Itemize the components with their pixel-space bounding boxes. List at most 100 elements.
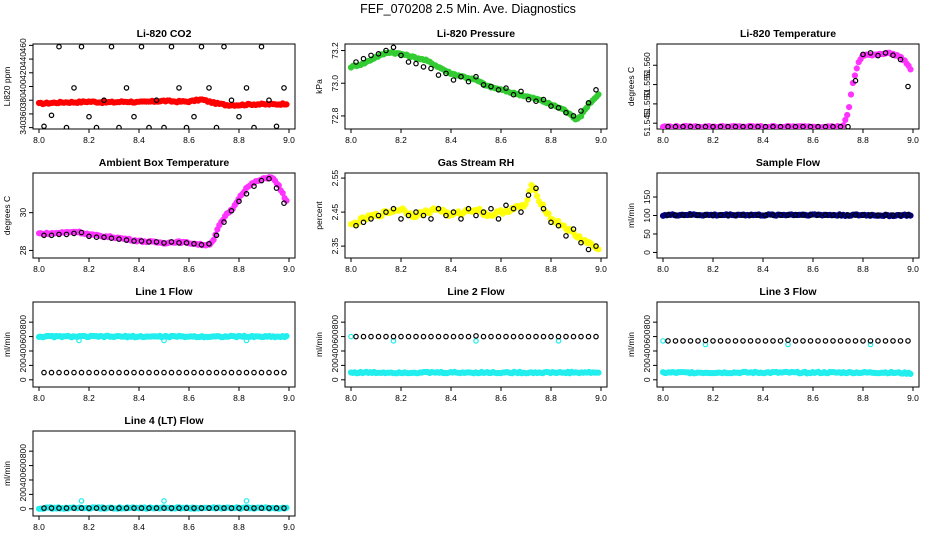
data-point	[168, 505, 175, 511]
data-point	[213, 369, 220, 376]
series-black-1	[353, 185, 599, 253]
series-black-2	[41, 369, 287, 376]
data-point	[360, 333, 367, 340]
data-point	[585, 333, 592, 340]
data-point	[281, 369, 287, 376]
x-tick-label: 9.0	[595, 135, 607, 145]
y-tick-label: 400	[330, 344, 340, 358]
panel-title: Line 4 (LT) Flow	[124, 415, 204, 427]
y-axis-label: ml/min	[626, 332, 636, 357]
data-point	[555, 333, 562, 340]
data-point	[450, 209, 457, 215]
y-tick-label: 0	[642, 250, 652, 255]
data-point	[518, 88, 524, 95]
data-point	[138, 505, 145, 511]
data-point	[875, 338, 881, 344]
data-point	[243, 369, 250, 376]
data-point	[853, 65, 860, 72]
data-point	[405, 333, 412, 340]
data-point	[563, 233, 569, 239]
data-point	[680, 338, 686, 344]
series-cyan-1	[76, 337, 250, 344]
data-point	[221, 505, 227, 511]
x-tick-label: 8.4	[133, 264, 145, 274]
x-tick-label: 8.0	[33, 135, 45, 145]
data-point	[524, 196, 531, 203]
data-point	[191, 113, 197, 120]
data-point	[146, 369, 152, 376]
data-point	[897, 338, 904, 344]
data-point	[56, 44, 62, 50]
data-point	[563, 109, 569, 116]
data-point	[503, 333, 509, 340]
data-point	[243, 191, 250, 197]
data-point	[398, 333, 404, 340]
panel-title: Li-820 Pressure	[437, 28, 515, 40]
data-point	[198, 44, 205, 50]
series-cyan-0	[35, 332, 290, 341]
data-point	[221, 219, 227, 225]
x-tick-label: 8.4	[757, 135, 769, 145]
data-point	[78, 44, 85, 50]
y-tick-label: 51.560	[642, 52, 652, 78]
x-tick-label: 8.2	[395, 393, 407, 403]
x-tick-label: 9.0	[907, 393, 919, 403]
data-point	[717, 212, 724, 218]
x-tick-label: 8.6	[495, 264, 507, 274]
data-point	[251, 124, 257, 129]
x-tick-label: 9.0	[283, 135, 295, 145]
data-point	[777, 123, 784, 129]
data-point	[800, 338, 806, 344]
x-tick-label: 9.0	[283, 522, 295, 532]
data-point	[480, 333, 487, 340]
data-point	[93, 369, 100, 376]
data-point	[228, 369, 235, 376]
series-cyan-1	[78, 498, 250, 504]
data-point	[785, 337, 791, 344]
data-point	[815, 123, 821, 129]
data-point	[213, 232, 220, 239]
data-point	[48, 505, 55, 511]
data-point	[897, 56, 904, 63]
data-point	[236, 369, 242, 376]
data-point	[428, 65, 434, 72]
data-point	[495, 87, 502, 93]
y-tick-label: 50	[642, 229, 652, 239]
data-point	[488, 333, 494, 340]
data-point	[71, 505, 77, 511]
data-point	[210, 236, 217, 243]
plot-area	[35, 44, 290, 129]
data-point	[660, 338, 666, 344]
data-point	[695, 338, 701, 344]
data-point	[458, 216, 464, 222]
data-point	[71, 85, 77, 91]
data-point	[353, 333, 359, 340]
x-tick-label: 8.2	[83, 522, 95, 532]
data-point	[283, 101, 290, 108]
x-tick-label: 8.8	[857, 264, 869, 274]
x-tick-label: 9.0	[595, 393, 607, 403]
data-point	[717, 123, 724, 129]
data-point	[153, 505, 160, 511]
data-point	[503, 202, 509, 209]
data-point	[860, 51, 866, 58]
y-tick-label: 73.2	[330, 42, 340, 59]
data-point	[176, 369, 182, 376]
data-point	[510, 333, 517, 340]
panel-pressure: Li-820 Pressure 8.0 8.2 8.4 8.6 8.8 9.0 72.8 73.…	[314, 28, 608, 145]
data-point	[837, 212, 844, 218]
series-cyan-0	[347, 368, 602, 377]
y-tick-label: 400	[642, 344, 652, 358]
data-point	[228, 97, 235, 104]
data-point	[710, 123, 716, 129]
data-point	[273, 123, 280, 129]
plot-area	[35, 498, 290, 512]
data-point	[533, 98, 539, 105]
x-tick-label: 9.0	[595, 264, 607, 274]
panel-title: Ambient Box Temperature	[99, 157, 230, 169]
panel-title: Line 3 Flow	[759, 286, 817, 298]
panel-line1: Line 1 Flow 8.0 8.2 8.4 8.6 8.8 9.0 0 2004006008…	[2, 286, 296, 403]
y-axis-label: percent	[314, 201, 324, 230]
data-point	[882, 338, 889, 344]
x-tick-label: 8.8	[857, 135, 869, 145]
